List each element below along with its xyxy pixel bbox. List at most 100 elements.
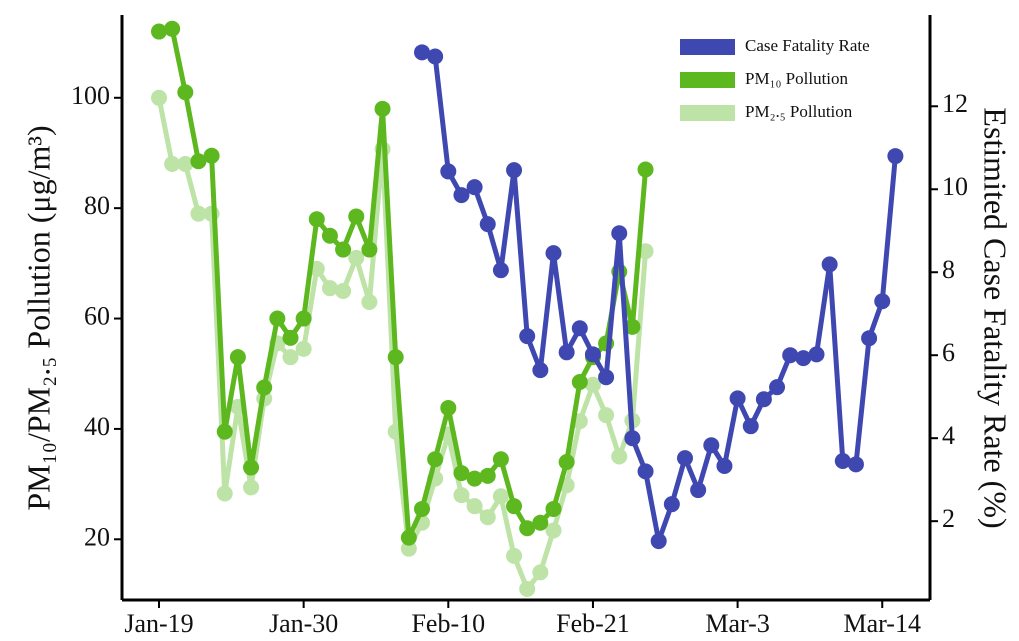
data-point bbox=[874, 293, 891, 310]
data-point bbox=[782, 347, 799, 364]
data-point bbox=[229, 349, 246, 366]
legend-label: PM₁₀ Pollution bbox=[745, 69, 849, 88]
data-point bbox=[151, 89, 167, 106]
x-tick-label: Jan-19 bbox=[124, 609, 193, 638]
data-point bbox=[348, 208, 365, 225]
data-point bbox=[611, 448, 628, 465]
legend-swatch bbox=[680, 72, 735, 88]
data-point bbox=[624, 318, 641, 335]
data-point bbox=[190, 205, 207, 222]
data-point bbox=[532, 514, 549, 531]
data-point bbox=[519, 580, 536, 597]
data-point bbox=[650, 533, 667, 550]
data-point bbox=[795, 350, 812, 367]
data-point bbox=[308, 211, 325, 228]
data-point bbox=[769, 379, 786, 396]
data-point bbox=[282, 329, 299, 346]
data-point bbox=[821, 256, 838, 273]
data-point bbox=[440, 163, 457, 180]
data-point bbox=[216, 423, 233, 440]
data-point bbox=[466, 498, 483, 515]
data-point bbox=[492, 488, 509, 505]
y-axis-label: PM₁₀/PM₂.₅ Pollution (μg/m³) bbox=[20, 125, 56, 510]
data-point bbox=[545, 245, 562, 262]
data-point bbox=[808, 346, 825, 363]
legend-label: Case Fatality Rate bbox=[745, 36, 870, 55]
data-point bbox=[387, 349, 404, 366]
data-point bbox=[414, 44, 430, 61]
y-tick-label: 80 bbox=[84, 191, 110, 220]
series-line bbox=[158, 26, 649, 541]
data-point bbox=[282, 349, 299, 366]
data-point bbox=[637, 161, 654, 178]
data-point bbox=[703, 437, 720, 454]
data-point bbox=[335, 241, 352, 258]
data-point bbox=[269, 310, 286, 327]
y-tick-label: 100 bbox=[71, 81, 110, 110]
data-point bbox=[506, 498, 523, 515]
data-point bbox=[321, 280, 338, 297]
data-point bbox=[348, 249, 365, 266]
data-point bbox=[492, 262, 509, 279]
data-point bbox=[295, 340, 312, 357]
x-tick-label: Feb-10 bbox=[411, 609, 485, 638]
y2-tick-label: 6 bbox=[942, 338, 955, 367]
data-point bbox=[677, 450, 693, 467]
data-point bbox=[545, 500, 562, 517]
y2-tick-label: 2 bbox=[942, 504, 955, 533]
data-point bbox=[506, 162, 523, 179]
data-point bbox=[729, 390, 746, 407]
data-point bbox=[571, 320, 588, 337]
data-point bbox=[755, 391, 772, 408]
data-point bbox=[558, 454, 575, 471]
x-tick-label: Mar-3 bbox=[705, 609, 769, 638]
data-point bbox=[584, 346, 601, 363]
y2-tick-label: 10 bbox=[942, 172, 968, 201]
data-point bbox=[611, 225, 628, 242]
data-point bbox=[453, 187, 470, 204]
data-point bbox=[427, 48, 444, 65]
y2-tick-label: 4 bbox=[942, 421, 955, 450]
data-point bbox=[321, 227, 338, 244]
data-point bbox=[190, 153, 207, 170]
y-tick-label: 20 bbox=[84, 522, 110, 551]
data-point bbox=[466, 470, 483, 487]
data-point bbox=[177, 84, 194, 101]
data-point bbox=[637, 463, 654, 480]
data-point bbox=[558, 344, 575, 361]
data-point bbox=[453, 487, 470, 504]
data-point bbox=[479, 467, 496, 484]
y2-axis-label: Estimited Case Fatality Rate (%) bbox=[978, 107, 1014, 528]
data-point bbox=[361, 241, 378, 258]
data-point bbox=[598, 369, 615, 386]
legend-label: PM₂.₅ Pollution bbox=[745, 102, 853, 121]
legend-swatch bbox=[680, 105, 735, 121]
x-tick-label: Jan-30 bbox=[269, 609, 338, 638]
data-point bbox=[742, 418, 759, 435]
y-tick-label: 60 bbox=[84, 302, 110, 331]
data-point bbox=[716, 457, 733, 474]
data-point bbox=[151, 23, 167, 40]
data-point bbox=[861, 330, 878, 347]
data-point bbox=[400, 540, 417, 557]
data-point bbox=[256, 379, 273, 396]
x-tick-label: Feb-21 bbox=[556, 609, 630, 638]
data-point bbox=[440, 399, 457, 416]
data-point bbox=[584, 376, 601, 393]
legend-swatch bbox=[680, 39, 735, 55]
data-point bbox=[295, 310, 312, 327]
data-point bbox=[532, 564, 549, 581]
data-point bbox=[427, 451, 444, 468]
data-point bbox=[887, 148, 904, 165]
data-point bbox=[243, 479, 260, 496]
y2-tick-label: 8 bbox=[942, 255, 955, 284]
data-point bbox=[624, 430, 641, 447]
data-point bbox=[663, 496, 680, 513]
data-point bbox=[335, 282, 352, 299]
y2-tick-label: 12 bbox=[942, 89, 968, 118]
y-tick-label: 40 bbox=[84, 412, 110, 441]
data-point bbox=[374, 100, 391, 117]
data-point bbox=[532, 362, 549, 379]
data-point bbox=[164, 20, 181, 37]
data-point bbox=[834, 453, 851, 470]
